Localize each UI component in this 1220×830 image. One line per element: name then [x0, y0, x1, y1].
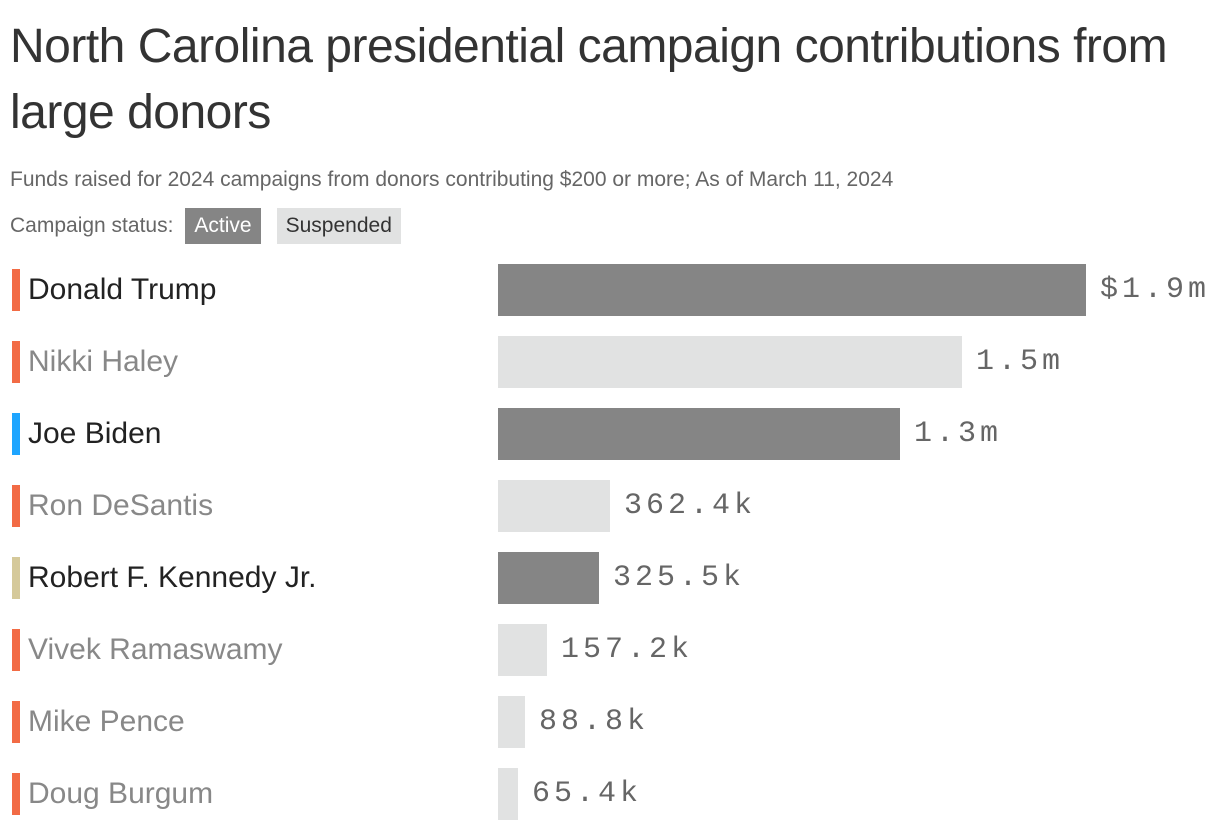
- party-marker: [12, 341, 20, 383]
- data-label: 157.2k: [561, 633, 694, 667]
- data-label: $1.9m: [1100, 273, 1211, 307]
- bar: [498, 480, 610, 532]
- bar: [498, 768, 518, 820]
- party-marker: [12, 629, 20, 671]
- bar: [498, 624, 547, 676]
- bar: [498, 408, 900, 460]
- bar-row: Donald Trump $1.9m: [0, 264, 1220, 316]
- party-marker: [12, 557, 20, 599]
- bar-row: Nikki Haley 1.5m: [0, 336, 1220, 388]
- bar-row: Joe Biden 1.3m: [0, 408, 1220, 460]
- data-label: 65.4k: [532, 777, 643, 811]
- bar: [498, 264, 1086, 316]
- data-label: 1.5m: [976, 345, 1065, 379]
- bar: [498, 336, 962, 388]
- legend-label: Campaign status:: [10, 214, 174, 237]
- data-label: 88.8k: [539, 705, 650, 739]
- category-label: Mike Pence: [28, 705, 185, 738]
- category-label: Vivek Ramaswamy: [28, 633, 283, 666]
- data-label: 1.3m: [914, 417, 1003, 451]
- party-marker: [12, 701, 20, 743]
- category-label: Ron DeSantis: [28, 489, 214, 522]
- party-marker: [12, 413, 20, 455]
- party-marker: [12, 269, 20, 311]
- chart-subtitle: Funds raised for 2024 campaigns from don…: [10, 168, 894, 191]
- legend: Campaign status: Active Suspended: [10, 208, 417, 244]
- party-marker: [12, 773, 20, 815]
- bar-row: Robert F. Kennedy Jr. 325.5k: [0, 552, 1220, 604]
- data-label: 362.4k: [624, 489, 757, 523]
- chart-title: North Carolina presidential campaign con…: [10, 20, 1168, 139]
- category-label: Donald Trump: [28, 273, 217, 306]
- category-label: Joe Biden: [28, 417, 162, 450]
- bar: [498, 552, 599, 604]
- bar-row: Ron DeSantis 362.4k: [0, 480, 1220, 532]
- data-label: 325.5k: [613, 561, 746, 595]
- category-label: Doug Burgum: [28, 777, 214, 810]
- bar: [498, 696, 525, 748]
- legend-suspended: Suspended: [276, 208, 401, 244]
- bar-row: Mike Pence 88.8k: [0, 696, 1220, 748]
- category-label: Nikki Haley: [28, 345, 179, 378]
- legend-active: Active: [185, 208, 261, 244]
- bar-row: Vivek Ramaswamy 157.2k: [0, 624, 1220, 676]
- party-marker: [12, 485, 20, 527]
- bar-row: Doug Burgum 65.4k: [0, 768, 1220, 820]
- category-label: Robert F. Kennedy Jr.: [28, 561, 317, 594]
